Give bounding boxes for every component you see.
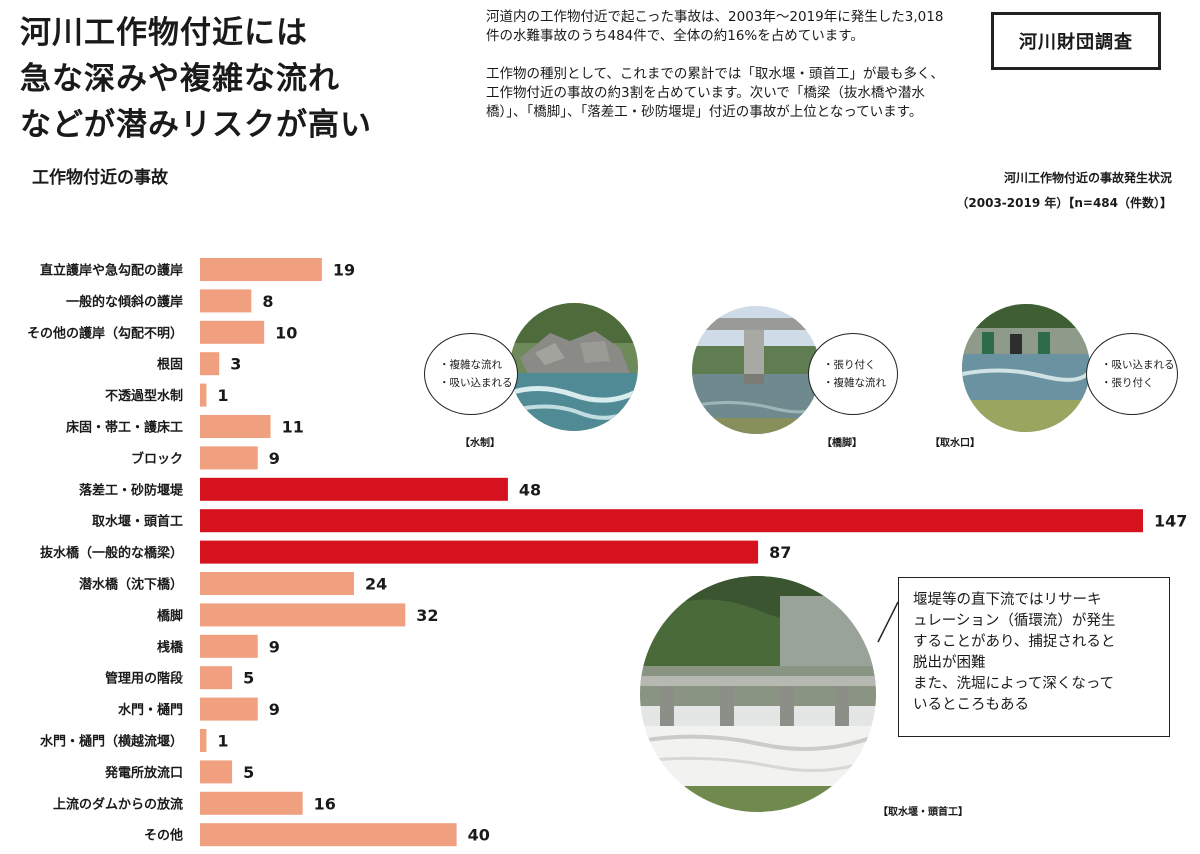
photo-intake — [962, 304, 1090, 432]
photo-bridge-pier — [692, 306, 820, 434]
value-label: 8 — [262, 292, 273, 311]
headline: 河川工作物付近には 急な深みや複雑な流れ などが潜みリスクが高い — [20, 10, 450, 148]
value-label: 5 — [243, 669, 254, 688]
category-label: 水門・樋門（横越流堰） — [40, 734, 183, 750]
value-label: 9 — [269, 449, 280, 468]
intro-paragraph-2: 工作物の種別として、これまでの累計では「取水堰・頭首工」が最も多く、工作物付近の… — [486, 66, 944, 120]
bar — [200, 791, 303, 815]
bubble-text: ・張り付く — [1101, 377, 1154, 389]
bar — [200, 823, 457, 847]
note-line: また、洗堀によって深くなって — [913, 676, 1115, 692]
speech-bubble-bridge-pier: ・張り付く ・複雑な流れ — [808, 333, 898, 415]
bar — [200, 352, 220, 376]
bar — [200, 760, 233, 784]
category-label: 発電所放流口 — [104, 765, 183, 781]
category-label: 直立護岸や急勾配の護岸 — [40, 263, 183, 279]
category-label: 取水堰・頭首工 — [92, 514, 183, 530]
category-label: 橋脚 — [157, 608, 183, 624]
note-line: いるところもある — [913, 697, 1029, 713]
headline-line-1: 河川工作物付近には — [20, 15, 308, 51]
bubble-text: ・張り付く — [823, 359, 876, 371]
value-label: 87 — [769, 543, 791, 562]
value-label: 24 — [365, 575, 387, 594]
recirculation-note: 堰堤等の直下流ではリサーキ ュレーション（循環流）が発生 することがあり、捕捉さ… — [898, 577, 1170, 737]
bar — [200, 603, 406, 627]
category-label: その他の護岸（勾配不明） — [27, 325, 183, 341]
photo-caption-intake-weir: 【取水堰・頭首工】 — [878, 807, 968, 818]
bar — [200, 509, 1143, 533]
bar — [200, 258, 322, 281]
subtitle: 工作物付近の事故 — [32, 168, 168, 188]
bar — [200, 572, 354, 595]
value-label: 40 — [468, 826, 490, 845]
callout-pointer — [877, 601, 899, 643]
speech-bubble-groyne: ・複雑な流れ ・吸い込まれる — [424, 333, 518, 415]
value-label: 147 — [1154, 512, 1187, 531]
bubble-text: ・吸い込まれる — [439, 377, 513, 389]
category-label: 不透過型水制 — [105, 388, 183, 404]
photo-intake-weir — [640, 576, 876, 812]
category-label: ブロック — [131, 451, 183, 467]
note-line: 堰堤等の直下流ではリサーキ — [913, 592, 1102, 608]
category-label: 落差工・砂防堰堤 — [79, 482, 184, 498]
photo-caption-groyne: 【水制】 — [460, 438, 500, 449]
note-line: 脱出が困難 — [913, 655, 986, 671]
category-label: 潜水橋（沈下橋） — [79, 577, 183, 593]
survey-source-label: 河川財団調査 — [1019, 32, 1133, 53]
bar — [200, 729, 207, 752]
headline-line-3: などが潜みリスクが高い — [20, 107, 372, 143]
bar — [200, 634, 258, 658]
chart-title-line-1: 河川工作物付近の事故発生状況 — [1003, 171, 1172, 185]
chart-title-line-2: （2003-2019 年）【n=484（件数）】 — [956, 196, 1172, 210]
value-label: 1 — [217, 386, 228, 405]
category-label: 水門・樋門 — [118, 702, 183, 718]
intro-text: 河道内の工作物付近で起こった事故は、2003年〜2019年に発生した3,018件… — [486, 8, 956, 141]
bar — [200, 477, 508, 501]
survey-source-box: 河川財団調査 — [991, 12, 1161, 70]
bubble-text: ・吸い込まれる — [1101, 359, 1175, 371]
photo-caption-intake: 【取水口】 — [930, 438, 980, 449]
bar — [200, 540, 759, 564]
category-label: 管理用の階段 — [105, 671, 183, 687]
category-label: 一般的な傾斜の護岸 — [66, 294, 183, 310]
bar — [200, 383, 207, 407]
category-label: 上流のダムからの放流 — [53, 796, 183, 812]
bubble-text: ・複雑な流れ — [439, 359, 502, 371]
bar — [200, 320, 265, 344]
value-label: 3 — [230, 355, 241, 374]
bubble-text: ・複雑な流れ — [823, 377, 886, 389]
category-label: 抜水橋（一般的な橋梁） — [40, 545, 183, 561]
headline-line-2: 急な深みや複雑な流れ — [20, 61, 340, 97]
category-label: 桟橋 — [157, 639, 184, 655]
value-label: 5 — [243, 763, 254, 782]
photo-caption-bridge-pier: 【橋脚】 — [822, 438, 862, 449]
bar — [200, 289, 252, 313]
value-label: 19 — [333, 261, 355, 280]
intro-paragraph-1: 河道内の工作物付近で起こった事故は、2003年〜2019年に発生した3,018件… — [486, 9, 944, 44]
photo-groyne — [510, 303, 638, 431]
note-line: することがあり、捕捉されると — [913, 634, 1116, 650]
value-label: 48 — [519, 480, 541, 499]
value-label: 32 — [416, 606, 438, 625]
note-line: ュレーション（循環流）が発生 — [913, 613, 1116, 629]
category-label: 根固 — [157, 357, 183, 373]
category-label: その他 — [144, 828, 183, 844]
chart-title: 河川工作物付近の事故発生状況 （2003-2019 年）【n=484（件数）】 — [956, 166, 1172, 216]
category-label: 床固・帯工・護床工 — [66, 420, 183, 436]
value-label: 11 — [282, 418, 304, 437]
value-label: 9 — [269, 637, 280, 656]
value-label: 10 — [275, 323, 297, 342]
bar — [200, 415, 271, 438]
bar — [200, 697, 258, 721]
bar — [200, 446, 258, 470]
bar — [200, 666, 233, 690]
speech-bubble-intake: ・吸い込まれる ・張り付く — [1086, 333, 1178, 415]
value-label: 16 — [314, 794, 336, 813]
value-label: 9 — [269, 700, 280, 719]
value-label: 1 — [217, 732, 228, 751]
